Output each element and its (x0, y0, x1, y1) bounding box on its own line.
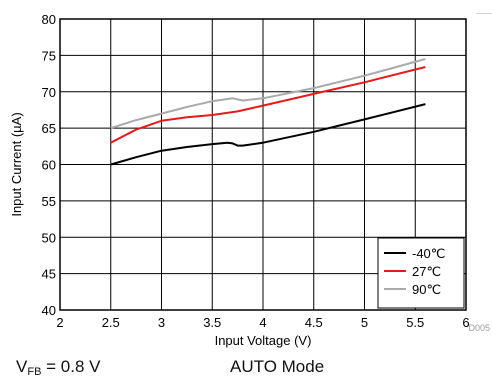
y-tick-label: 65 (42, 121, 56, 136)
y-tick-label: 60 (42, 158, 56, 173)
x-tick-label: 2.5 (102, 315, 120, 330)
y-tick-label: 40 (42, 303, 56, 318)
corner-mark (476, 13, 492, 14)
x-tick-label: 5 (361, 315, 368, 330)
y-tick-label: 50 (42, 230, 56, 245)
legend: -40℃ 27℃ 90℃ (377, 237, 465, 309)
x-axis-label: Input Voltage (V) (215, 333, 312, 348)
x-tick-label: 5.5 (406, 315, 424, 330)
legend-label: -40℃ (412, 246, 445, 261)
x-tick-label: 6 (462, 315, 469, 330)
watermark-label: D005 (468, 323, 490, 333)
plot-frame (59, 18, 467, 311)
legend-label: 90℃ (412, 282, 441, 297)
series-line-0 (110, 103, 426, 166)
series-line-1 (110, 66, 426, 144)
x-tick-label: 2 (56, 315, 63, 330)
y-tick-label: 70 (42, 85, 56, 100)
x-tick-label: 4 (259, 315, 266, 330)
mode-label: AUTO Mode (230, 357, 325, 376)
vfb-symbol: V (16, 357, 28, 376)
x-tick-label: 4.5 (305, 315, 323, 330)
y-axis-label: Input Current (µA) (9, 112, 24, 216)
y-tick-label: 55 (42, 194, 56, 209)
vfb-value: = 0.8 V (41, 357, 101, 376)
series-line-2 (110, 58, 426, 130)
x-tick-label: 3.5 (203, 315, 221, 330)
y-tick-label: 45 (42, 267, 56, 282)
vfb-subscript: FB (27, 366, 42, 378)
chart: 2 2.5 3 3.5 4 4.5 5 5.5 6 40 45 50 55 60 65 70 75 80 Input… (9, 12, 490, 348)
y-tick-label: 80 (42, 12, 56, 27)
x-tick-label: 3 (158, 315, 165, 330)
legend-box (377, 237, 465, 309)
legend-label: 27℃ (412, 264, 441, 279)
vfb-condition: VFB = 0.8 V (16, 357, 100, 378)
y-tick-label: 75 (42, 48, 56, 63)
